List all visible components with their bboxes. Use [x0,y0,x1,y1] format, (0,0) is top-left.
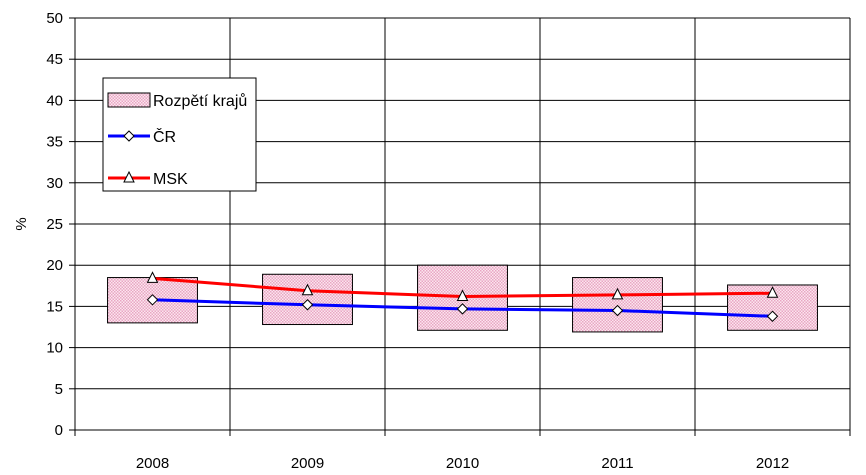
x-tick-label: 2011 [601,455,633,472]
legend: Rozpětí krajů ČR MSK [102,77,257,192]
series-marker-1 [301,283,314,296]
legend-cr-label: ČR [153,127,176,146]
y-axis-label: % [13,217,30,230]
series-marker-1 [611,287,624,300]
y-axis-ticks: 0 5 10 15 20 25 30 35 40 45 50 [46,10,75,439]
y-tick-label: 50 [46,10,63,27]
y-tick-label: 25 [46,216,63,233]
legend-range-label: Rozpětí krajů [153,92,247,110]
series-marker-0 [611,304,624,317]
series-markers [146,271,779,322]
legend-msk-label: MSK [153,171,188,188]
series-marker-0 [766,310,779,322]
y-tick-label: 40 [46,92,63,109]
series-marker-1 [766,286,779,298]
legend-cr-marker [123,130,135,142]
legend-item-range: Rozpětí krajů [107,92,247,110]
x-tick-label: 2012 [756,455,789,472]
x-tick-label: 2009 [291,455,324,472]
series-marker-0 [301,299,314,311]
legend-msk-marker [123,170,135,183]
y-tick-label: 15 [46,298,63,315]
y-tick-label: 5 [55,381,63,398]
series-marker-0 [456,303,469,315]
x-axis-ticks: 2008 2009 2010 2011 2012 [74,430,851,472]
series-marker-1 [146,271,159,283]
x-tick-label: 2010 [446,455,479,472]
series-marker-0 [146,294,159,306]
y-tick-label: 20 [46,257,63,274]
y-tick-label: 0 [55,422,63,439]
range-boxes [107,264,818,333]
y-tick-label: 45 [46,51,63,68]
x-tick-label: 2008 [136,455,169,472]
legend-item-cr: ČR [108,127,176,146]
y-tick-label: 30 [46,175,63,192]
legend-item-msk: MSK [108,170,188,188]
series-marker-1 [456,289,469,302]
legend-range-swatch [107,92,151,108]
y-tick-label: 35 [46,134,63,151]
y-tick-label: 10 [46,340,63,357]
range-box [572,277,663,333]
